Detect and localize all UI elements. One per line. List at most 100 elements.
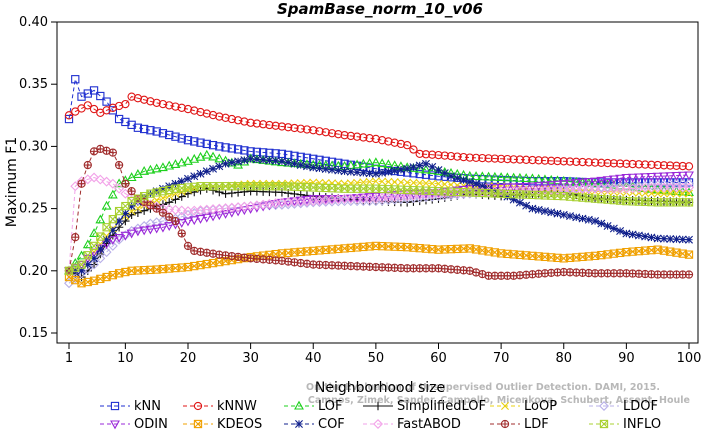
data-point: [633, 182, 644, 192]
data-point: [640, 173, 651, 183]
data-point: [171, 179, 180, 188]
data-point: [602, 176, 613, 186]
data-point: [647, 189, 656, 198]
data-point: [259, 155, 268, 164]
data-point: [496, 172, 507, 182]
data-point: [146, 201, 155, 210]
data-point: [409, 145, 418, 154]
data-point: [252, 155, 261, 164]
data-point: [515, 155, 525, 164]
data-point: [334, 130, 343, 139]
data-point: [89, 228, 99, 238]
data-point: [684, 198, 694, 207]
legend-label: LoOP: [524, 399, 557, 414]
data-point: [434, 179, 443, 188]
data-point: [126, 229, 137, 239]
legend-swatch-marker: [110, 420, 120, 430]
plot-frame: [56, 21, 699, 344]
data-point: [652, 172, 663, 182]
data-point: [196, 138, 205, 147]
data-point: [672, 235, 681, 244]
data-point: [140, 124, 149, 134]
data-point: [83, 101, 92, 110]
legend-item: INFLO: [589, 417, 661, 432]
data-point: [684, 250, 694, 259]
data-point: [434, 166, 443, 175]
data-point: [502, 183, 513, 193]
data-point: [127, 120, 136, 129]
data-point: [346, 167, 355, 176]
data-point: [364, 193, 375, 202]
data-point: [502, 172, 513, 182]
legend-swatch-marker: [193, 401, 203, 411]
data-point: [483, 171, 494, 181]
data-point: [627, 173, 638, 183]
data-point: [170, 159, 181, 168]
data-point: [302, 259, 312, 268]
data-point: [190, 187, 199, 197]
data-point: [127, 92, 136, 101]
data-point: [659, 172, 669, 182]
data-point: [671, 171, 682, 181]
data-point: [209, 164, 218, 173]
data-point: [377, 136, 387, 145]
data-point: [121, 179, 130, 188]
data-point: [647, 160, 656, 169]
legend-item: FastABOD: [363, 417, 461, 432]
data-point: [522, 155, 531, 164]
data-point: [390, 138, 399, 147]
data-point: [666, 189, 675, 198]
data-point: [471, 268, 481, 277]
data-point: [609, 159, 618, 168]
data-point: [566, 212, 574, 221]
data-point: [428, 179, 437, 188]
x-tick-label: 60: [430, 351, 447, 366]
data-point: [490, 154, 500, 163]
data-point: [489, 171, 500, 181]
data-point: [364, 157, 375, 167]
data-point: [577, 178, 588, 188]
data-point: [77, 266, 86, 275]
y-tick-label: 0.25: [19, 202, 48, 217]
data-point: [82, 239, 93, 249]
data-point: [453, 174, 462, 183]
data-point: [427, 165, 438, 175]
y-tick-label: 0.35: [19, 77, 48, 92]
data-point: [546, 181, 557, 191]
legend-label: LDF: [524, 417, 549, 432]
data-point: [127, 202, 136, 211]
data-point: [233, 145, 243, 154]
data-point: [71, 75, 80, 84]
data-point: [165, 101, 174, 110]
data-point: [95, 214, 106, 224]
series-inflo: [64, 182, 694, 275]
data-point: [514, 172, 525, 182]
data-point: [540, 156, 550, 165]
data-point: [684, 270, 694, 279]
legend-label: FastABOD: [397, 417, 461, 432]
series-line: [68, 176, 689, 271]
data-point: [246, 118, 255, 127]
data-point: [478, 153, 487, 163]
data-point: [139, 206, 149, 215]
data-point: [446, 151, 456, 161]
data-point: [183, 136, 193, 145]
data-point: [240, 156, 249, 165]
x-tick-label: 100: [677, 351, 702, 366]
data-point: [146, 126, 155, 135]
data-point: [622, 229, 631, 238]
x-tick-label: 40: [305, 351, 322, 366]
data-point: [102, 97, 111, 106]
data-point: [120, 231, 131, 241]
data-point: [196, 107, 205, 117]
data-point: [334, 166, 343, 175]
data-point: [114, 233, 125, 243]
data-point: [246, 154, 255, 163]
data-point: [403, 164, 412, 173]
data-point: [208, 141, 218, 150]
x-tick-label: 20: [180, 351, 197, 366]
data-point: [641, 232, 650, 241]
data-point: [202, 167, 211, 176]
data-point: [315, 164, 324, 173]
data-point: [89, 259, 100, 270]
